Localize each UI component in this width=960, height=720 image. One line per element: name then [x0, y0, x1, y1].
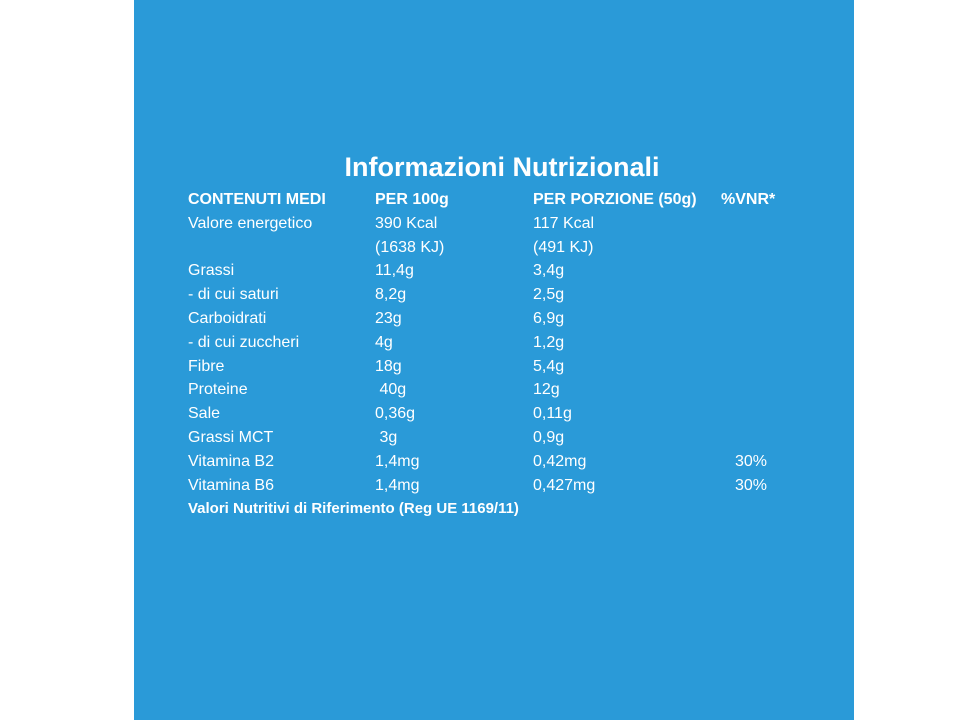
nutrient-name: Fibre [188, 357, 225, 375]
value-per-portion: (491 KJ) [533, 238, 594, 256]
nutrient-name: Vitamina B2 [188, 452, 274, 470]
table-row: Vitamina B2 1,4mg 0,42mg 30% [188, 450, 838, 474]
value-per-100g: 4g [375, 333, 393, 351]
value-per-portion: 0,42mg [533, 452, 587, 470]
value-per-100g: 11,4g [375, 262, 414, 280]
nutrient-name: Vitamina B6 [188, 476, 274, 494]
nutrient-name: Proteine [188, 381, 248, 399]
header-per-100g: PER 100g [375, 191, 449, 208]
table-row: - di cui saturi 8,2g 2,5g [188, 283, 838, 307]
value-per-100g: 3g [375, 428, 398, 446]
value-per-portion: 5,4g [533, 357, 565, 375]
value-per-portion: 2,5g [533, 286, 565, 304]
table-row: Carboidrati 23g 6,9g [188, 307, 838, 331]
reference-footnote: Valori Nutritivi di Riferimento (Reg UE … [188, 497, 838, 521]
value-per-100g: 390 Kcal [375, 214, 438, 232]
header-per-porzione: PER PORZIONE (50g) [533, 191, 697, 208]
table-row: Sale 0,36g 0,11g [188, 402, 838, 426]
value-per-100g: 1,4mg [375, 452, 420, 470]
value-per-100g: (1638 KJ) [375, 238, 445, 256]
value-per-100g: 1,4mg [375, 476, 420, 494]
value-per-portion: 3,4g [533, 262, 565, 280]
nutrient-name: Carboidrati [188, 309, 267, 327]
value-per-100g: 0,36g [375, 405, 416, 423]
value-per-portion: 117 Kcal [533, 214, 595, 232]
nutrient-name: Valore energetico [188, 214, 313, 232]
value-vnr: 30% [735, 452, 768, 470]
value-vnr: 30% [735, 476, 768, 494]
nutrition-title: Informazioni Nutrizionali [344, 152, 660, 182]
nutrient-name: - di cui zuccheri [188, 333, 300, 351]
nutrient-name: Grassi [188, 262, 235, 280]
value-per-portion: 1,2g [533, 333, 565, 351]
nutrition-panel: Informazioni Nutrizionali CONTENUTI MEDI… [134, 0, 854, 720]
table-row: Vitamina B6 1,4mg 0,427mg 30% [188, 474, 838, 498]
value-per-portion: 12g [533, 381, 560, 399]
table-row: (1638 KJ) (491 KJ) [188, 236, 838, 260]
table-row: Valore energetico 390 Kcal 117 Kcal [188, 212, 838, 236]
value-per-100g: 18g [375, 357, 402, 375]
header-contenuti-medi: CONTENUTI MEDI [188, 191, 326, 208]
nutrient-name: Sale [188, 405, 221, 423]
nutrition-table: CONTENUTI MEDI PER 100g PER PORZIONE (50… [188, 188, 838, 521]
value-per-portion: 0,427mg [533, 476, 596, 494]
value-per-100g: 8,2g [375, 286, 407, 304]
value-per-portion: 0,9g [533, 428, 565, 446]
nutrient-name: - di cui saturi [188, 286, 279, 304]
value-per-100g: 40g [375, 381, 407, 399]
header-vnr: %VNR* [721, 191, 776, 208]
table-row: Grassi 11,4g 3,4g [188, 259, 838, 283]
table-row: Grassi MCT 3g 0,9g [188, 426, 838, 450]
footnote-text: Valori Nutritivi di Riferimento (Reg UE … [188, 500, 519, 518]
table-row: Fibre 18g 5,4g [188, 355, 838, 379]
table-row: - di cui zuccheri 4g 1,2g [188, 331, 838, 355]
table-row: Proteine 40g 12g [188, 378, 838, 402]
table-header-row: CONTENUTI MEDI PER 100g PER PORZIONE (50… [188, 188, 838, 212]
value-per-portion: 0,11g [533, 405, 572, 423]
value-per-100g: 23g [375, 309, 402, 327]
nutrient-name: Grassi MCT [188, 428, 274, 446]
value-per-portion: 6,9g [533, 309, 565, 327]
